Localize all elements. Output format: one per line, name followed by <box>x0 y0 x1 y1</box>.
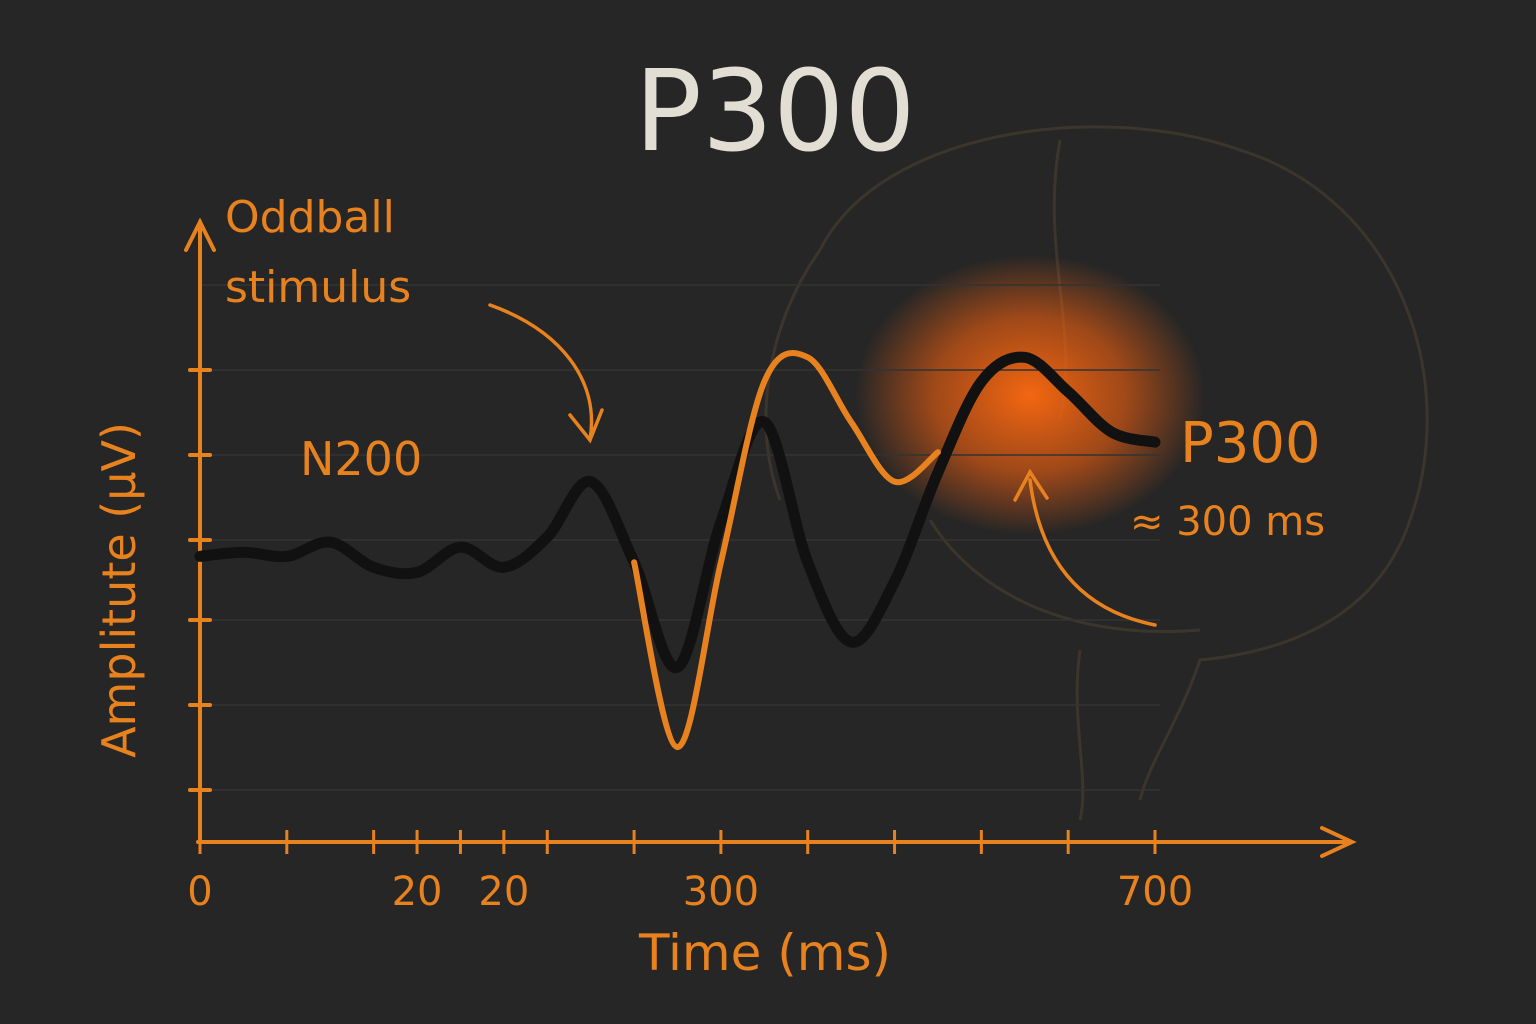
x-tick-label: 700 <box>1117 869 1193 915</box>
stimulus-label: Oddball <box>225 192 395 243</box>
p300-glow <box>855 255 1205 535</box>
series-line <box>194 351 1161 673</box>
x-tick-label: 20 <box>392 869 443 915</box>
chart-title: P300 <box>634 47 915 177</box>
y-axis-label: Amplitute (µV) <box>92 422 146 758</box>
latency-label: ≈ 300 ms <box>1130 499 1325 545</box>
x-tick-label: 0 <box>187 869 212 915</box>
p300-label: P300 <box>1180 411 1321 476</box>
stimulus-label: stimulus <box>225 262 411 313</box>
grid <box>200 284 1160 791</box>
axes <box>184 217 1357 858</box>
plot: 0 20 20 300 700 <box>187 350 1193 915</box>
x-axis-label: Time (ms) <box>638 924 891 982</box>
x-tick-label: 20 <box>478 869 529 915</box>
arrows <box>488 303 1157 627</box>
n200-label: N200 <box>300 432 422 486</box>
x-tick-label: 300 <box>683 869 759 915</box>
series-line <box>631 350 941 751</box>
